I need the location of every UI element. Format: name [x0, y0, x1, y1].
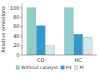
y-axis — [22, 4, 23, 55]
y-tick-label: 40 — [13, 33, 19, 39]
y-tick-label: 80 — [13, 14, 19, 20]
legend-item: Pd — [61, 65, 72, 70]
y-axis-label: Relative emissions — [0, 6, 6, 53]
legend-swatch — [16, 66, 20, 70]
x-axis — [22, 55, 97, 56]
bar — [64, 8, 73, 55]
legend-label: Without catalyst — [21, 65, 58, 70]
x-tick-label: CO — [37, 57, 44, 63]
bar — [46, 46, 55, 55]
chart: Relative emissions 0 20 40 60 80 100 CO HC Withou… — [0, 0, 100, 77]
y-tick-label: 100 — [10, 5, 20, 11]
y-tick-label: 20 — [13, 42, 19, 48]
legend-swatch — [74, 66, 78, 70]
bar — [74, 34, 83, 55]
legend-label: Pd — [66, 65, 72, 70]
legend-item: Pt — [74, 65, 84, 70]
y-tick-label: 60 — [13, 23, 19, 29]
bar — [83, 37, 92, 55]
legend: Without catalyst Pd Pt — [16, 65, 84, 70]
bars — [27, 8, 92, 55]
bar — [36, 26, 45, 55]
legend-item: Without catalyst — [16, 65, 58, 70]
bar — [27, 8, 36, 55]
x-tick-label: HC — [75, 57, 83, 63]
legend-label: Pt — [79, 65, 84, 70]
legend-swatch — [61, 66, 65, 70]
y-tick-label: 0 — [16, 52, 19, 58]
